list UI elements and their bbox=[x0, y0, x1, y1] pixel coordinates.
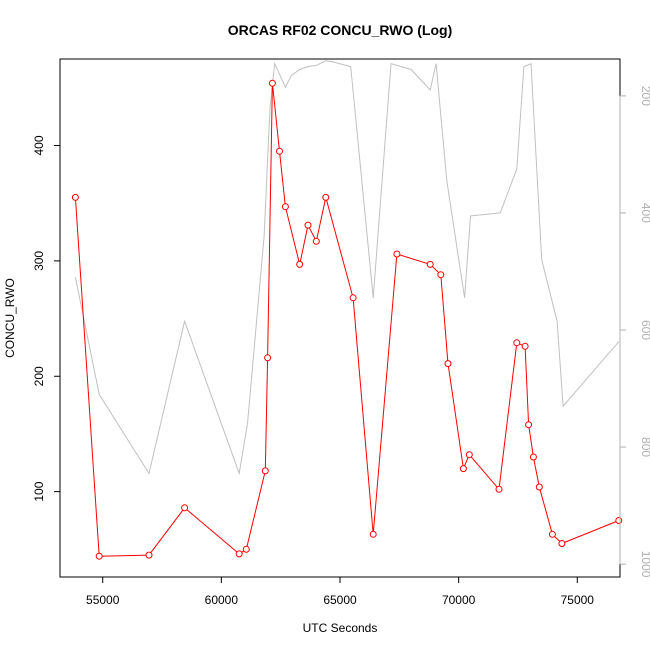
data-point bbox=[268, 79, 276, 87]
data-point bbox=[95, 552, 103, 560]
y2-tick-label: 200 bbox=[639, 86, 650, 106]
data-point bbox=[71, 193, 79, 201]
data-point bbox=[393, 250, 401, 258]
y2-axis: 200 400 600 800 1000 bbox=[619, 86, 650, 578]
y-axis-label: CONCU_RWO bbox=[3, 278, 17, 358]
y-tick-label: 400 bbox=[32, 135, 46, 155]
data-point bbox=[535, 483, 543, 491]
y-tick-label: 300 bbox=[32, 251, 46, 271]
x-tick-label: 65000 bbox=[323, 593, 357, 607]
data-point bbox=[437, 271, 445, 279]
data-point bbox=[558, 540, 566, 547]
data-point bbox=[369, 530, 377, 538]
data-point bbox=[525, 421, 533, 429]
x-axis: 55000 60000 65000 70000 75000 bbox=[86, 576, 595, 607]
data-point bbox=[281, 203, 289, 211]
data-point bbox=[513, 339, 521, 347]
data-point bbox=[145, 551, 153, 559]
y-axis: 100 200 300 400 bbox=[32, 135, 61, 502]
primary-series-line bbox=[74, 83, 619, 557]
x-tick-label: 60000 bbox=[205, 593, 239, 607]
y2-tick-label: 800 bbox=[639, 437, 650, 457]
x-tick-label: 70000 bbox=[442, 593, 476, 607]
y-tick-label: 100 bbox=[32, 481, 46, 501]
data-point bbox=[349, 294, 357, 302]
plot-frame bbox=[59, 58, 621, 578]
primary-series-layer bbox=[71, 79, 623, 560]
data-point bbox=[521, 342, 529, 350]
x-axis-label: UTC Seconds bbox=[303, 621, 378, 635]
data-point bbox=[615, 517, 623, 524]
y2-tick-label: 600 bbox=[639, 320, 650, 340]
data-point bbox=[312, 237, 320, 245]
y2-tick-label: 400 bbox=[639, 203, 650, 223]
x-tick-label: 55000 bbox=[86, 593, 120, 607]
data-point bbox=[426, 260, 434, 268]
data-point bbox=[296, 260, 304, 268]
data-point bbox=[529, 453, 537, 461]
secondary-series-line bbox=[74, 60, 620, 476]
secondary-series-layer bbox=[74, 60, 620, 476]
data-point bbox=[459, 465, 467, 473]
x-tick-label: 75000 bbox=[561, 593, 595, 607]
data-point bbox=[235, 550, 243, 558]
data-point bbox=[276, 147, 283, 155]
data-point bbox=[444, 360, 452, 368]
data-point bbox=[264, 354, 272, 362]
data-point bbox=[322, 193, 330, 201]
y-tick-label: 200 bbox=[32, 366, 46, 386]
data-point bbox=[261, 467, 269, 475]
data-point bbox=[495, 485, 503, 493]
data-point bbox=[242, 545, 250, 553]
data-point bbox=[304, 221, 312, 229]
data-point bbox=[548, 530, 556, 538]
data-point bbox=[465, 451, 473, 459]
data-point bbox=[181, 504, 189, 512]
chart-title: ORCAS RF02 CONCU_RWO (Log) bbox=[228, 22, 453, 38]
y2-tick-label: 1000 bbox=[639, 551, 650, 578]
